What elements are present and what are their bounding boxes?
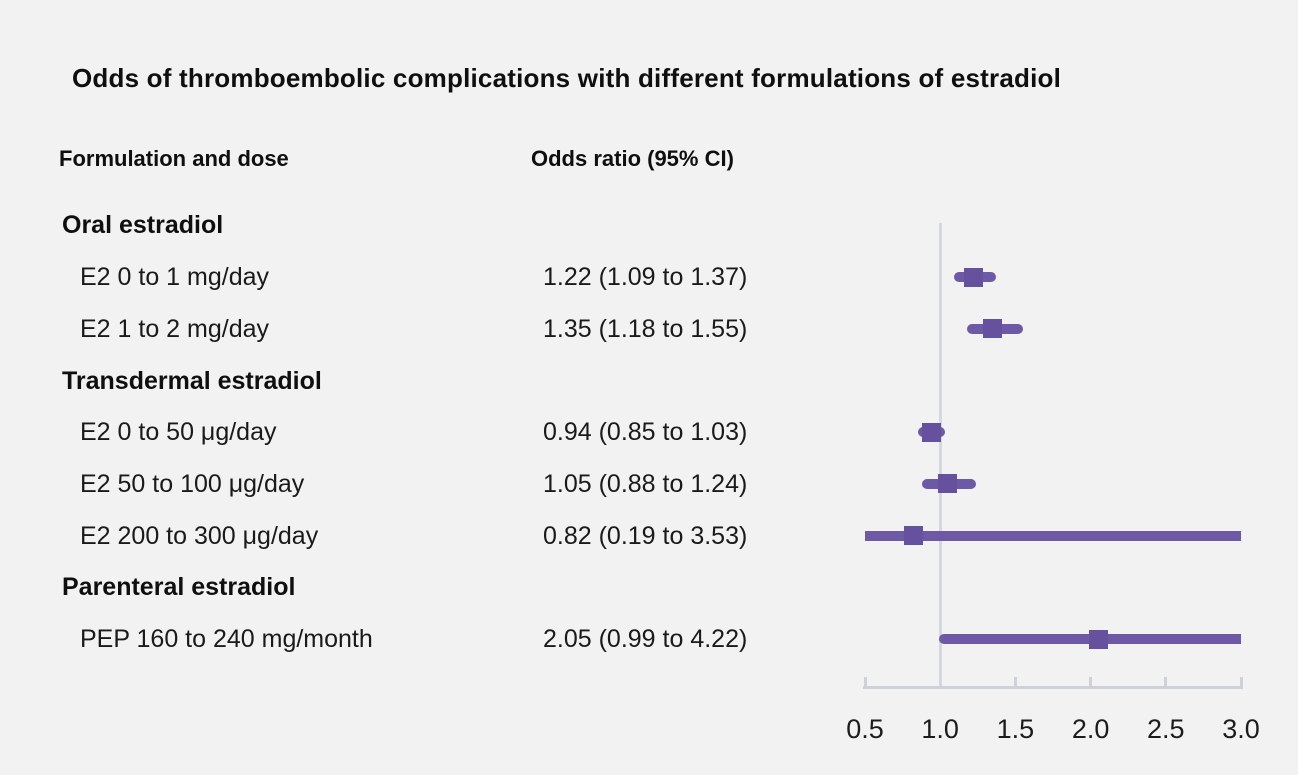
x-axis-tick-label: 2.0 [1071,714,1110,744]
x-axis-tick [1239,677,1243,686]
x-axis-tick-label: 1.5 [996,714,1035,744]
odds-ratio-marker [938,474,958,494]
figure-title: Odds of thromboembolic complications wit… [72,63,1062,93]
x-axis-tick-label: 0.5 [846,714,884,744]
row-item-label: E2 0 to 1 mg/day [80,263,270,292]
column-header-odds-ratio: Odds ratio (95% CI) [531,146,734,171]
x-axis-tick [1164,677,1168,686]
x-axis-line [863,686,1243,689]
row-odds-ratio-value: 1.05 (0.88 to 1.24) [543,469,748,498]
x-axis-tick [1089,677,1093,686]
column-header-formulation: Formulation and dose [59,146,289,171]
row-item-label: E2 50 to 100 μg/day [80,469,305,498]
row-item-label: E2 0 to 50 μg/day [80,418,277,447]
row-odds-ratio-value: 1.22 (1.09 to 1.37) [543,263,748,292]
row-item-label: PEP 160 to 240 mg/month [80,625,373,653]
row-item-label: E2 1 to 2 mg/day [80,314,270,343]
x-axis-tick-label: 3.0 [1222,714,1260,744]
row-item-label: E2 200 to 300 μg/day [80,521,319,550]
reference-line [938,223,942,688]
odds-ratio-marker [903,526,923,546]
x-axis-tick-label: 1.0 [921,714,959,744]
confidence-interval-line [865,530,1241,541]
row-odds-ratio-value: 1.35 (1.18 to 1.55) [543,314,748,343]
x-axis-tick [1013,677,1017,686]
row-odds-ratio-value: 2.05 (0.99 to 4.22) [543,625,748,653]
row-odds-ratio-value: 0.94 (0.85 to 1.03) [543,418,748,447]
odds-ratio-marker [963,267,983,287]
odds-ratio-marker [1088,629,1108,649]
row-group-label: Transdermal estradiol [62,366,322,395]
row-group-label: Parenteral estradiol [62,573,296,602]
odds-ratio-marker [983,319,1003,339]
odds-ratio-marker [921,422,941,442]
row-group-label: Oral estradiol [62,211,224,240]
x-axis-tick-label: 2.5 [1147,714,1185,744]
x-axis-tick [863,677,867,686]
row-odds-ratio-value: 0.82 (0.19 to 3.53) [543,521,748,550]
